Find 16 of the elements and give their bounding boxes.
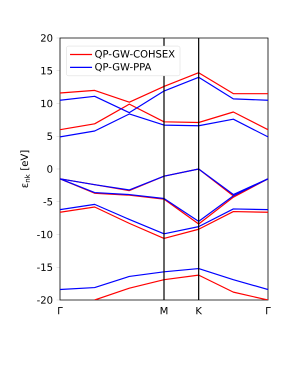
- legend-label: QP-GW-COHSEX: [95, 50, 175, 59]
- y-tick-label: -10: [37, 230, 52, 238]
- y-tick-label: 10: [41, 100, 52, 108]
- y-tick-label: -5: [43, 198, 52, 206]
- y-tick-label: 15: [41, 67, 52, 74]
- y-tick-label: 0: [47, 165, 52, 173]
- y-tick-label: 5: [47, 132, 52, 140]
- y-tick-label: 20: [40, 34, 52, 42]
- y-axis-title: ε$_{nk}$ [eV]: [20, 150, 30, 188]
- legend-label: QP-GW-PPA: [95, 62, 152, 72]
- x-tick-label: K: [196, 307, 202, 314]
- x-tick-label: M: [160, 307, 168, 314]
- x-tick-label: Γ: [58, 307, 63, 314]
- y-tick-label: -15: [37, 264, 52, 271]
- x-tick-label: Γ: [266, 307, 271, 314]
- y-tick-label: -20: [37, 296, 52, 304]
